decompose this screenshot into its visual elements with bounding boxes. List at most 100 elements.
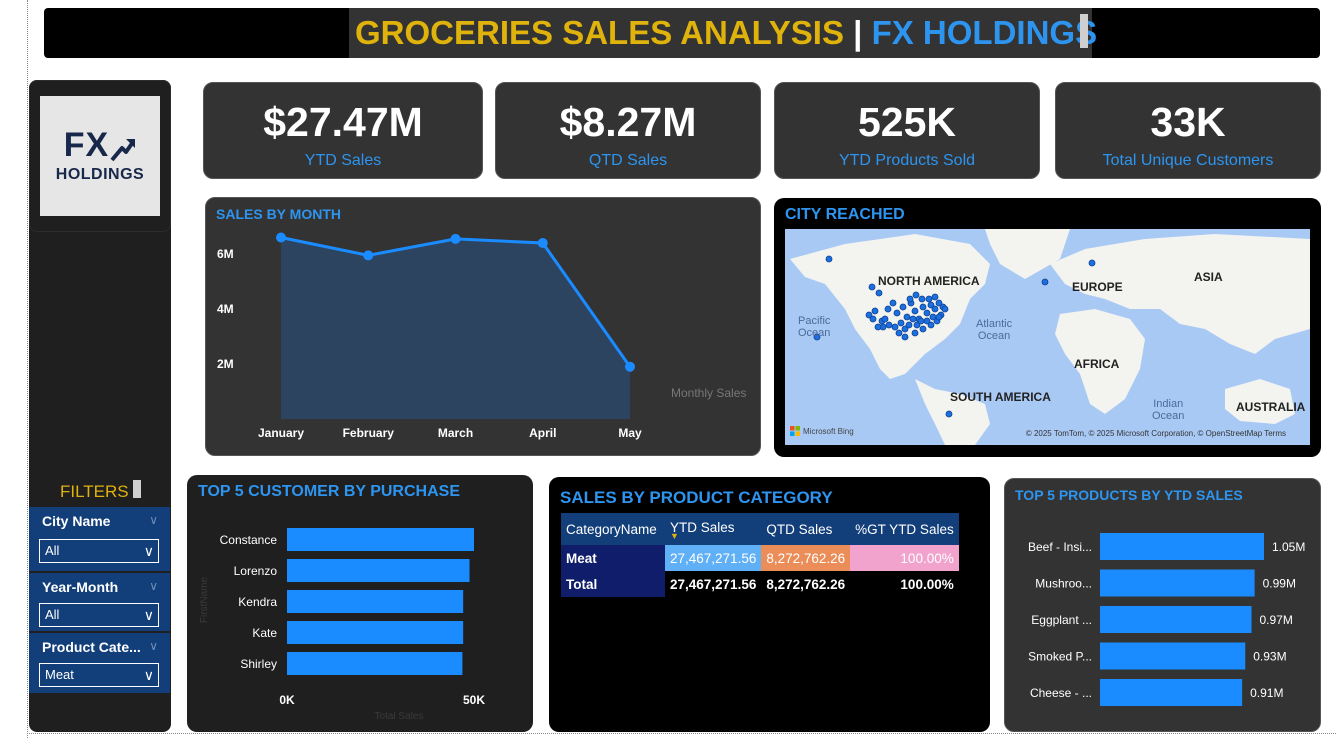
bar[interactable]: [287, 528, 474, 551]
kpi-unique-customers[interactable]: 33K Total Unique Customers: [1055, 82, 1321, 179]
city-point[interactable]: [885, 321, 893, 329]
table-row[interactable]: Meat 27,467,271.56 8,272,762.26 100.00%: [561, 545, 959, 571]
column-header[interactable]: QTD Sales: [761, 513, 851, 545]
city-point[interactable]: [884, 305, 892, 313]
city-name-dropdown[interactable]: All ∨: [39, 539, 159, 563]
bar[interactable]: [1100, 642, 1246, 670]
city-point[interactable]: [927, 321, 935, 329]
top-customers-chart[interactable]: Constance Lorenzo Kendra Kate Shirley 0K 50K To…: [187, 475, 533, 732]
kpi-qtd-sales[interactable]: $8.27M QTD Sales: [495, 82, 761, 179]
sales-by-month-chart[interactable]: January February March April May 2M 4M 6M Monthl…: [205, 197, 761, 456]
city-point[interactable]: [912, 291, 920, 299]
logo-fx: FX: [64, 128, 136, 162]
map-attribution[interactable]: © 2025 TomTom, © 2025 Microsoft Corporat…: [1025, 429, 1286, 438]
city-point[interactable]: [903, 313, 911, 321]
city-point[interactable]: [909, 315, 917, 323]
data-point[interactable]: [537, 238, 548, 248]
city-point[interactable]: [911, 307, 919, 315]
kpi-value: 33K: [1150, 99, 1226, 145]
top-products-chart[interactable]: Beef - Insi... 1.05M Mushroo... 0.99M Eggpla…: [1004, 478, 1321, 732]
bar[interactable]: [1100, 606, 1252, 633]
table-cell: Total: [561, 571, 665, 597]
y-tick-label: 4M: [217, 302, 234, 316]
city-point[interactable]: [931, 305, 939, 313]
kpi-ytd-products-sold[interactable]: 525K YTD Products Sold: [774, 82, 1040, 179]
city-point[interactable]: [919, 303, 927, 311]
city-point[interactable]: [891, 323, 899, 331]
column-header-label: YTD Sales: [670, 519, 735, 535]
city-point[interactable]: [889, 299, 897, 307]
city-point[interactable]: [935, 313, 943, 321]
category-label: Cheese - ...: [1030, 686, 1092, 700]
city-point[interactable]: [899, 303, 907, 311]
category-table[interactable]: CategoryName YTD Sales ▼ QTD Sales %GT Y…: [561, 513, 959, 597]
column-header[interactable]: %GT YTD Sales: [850, 513, 959, 545]
city-point[interactable]: [923, 309, 931, 317]
city-point[interactable]: [893, 309, 901, 317]
city-point[interactable]: [911, 329, 919, 337]
year-month-dropdown[interactable]: All ∨: [39, 603, 159, 627]
x-tick-label: February: [343, 426, 395, 440]
bar[interactable]: [1100, 533, 1264, 560]
city-point[interactable]: [895, 329, 903, 337]
city-point[interactable]: [905, 321, 913, 329]
chevron-down-icon[interactable]: ∨: [149, 513, 158, 527]
city-point[interactable]: [945, 410, 953, 418]
city-point[interactable]: [923, 317, 931, 325]
city-point[interactable]: [865, 311, 873, 319]
category-label: Beef - Insi...: [1028, 540, 1092, 554]
city-point[interactable]: [941, 305, 949, 313]
category-label: Shirley: [240, 657, 277, 671]
city-point[interactable]: [813, 333, 821, 341]
city-point[interactable]: [913, 321, 921, 329]
city-point[interactable]: [927, 301, 935, 309]
city-point[interactable]: [925, 295, 933, 303]
city-point[interactable]: [868, 283, 876, 291]
data-point[interactable]: [625, 361, 635, 372]
map-label-africa: AFRICA: [1074, 357, 1120, 371]
bar[interactable]: [287, 559, 470, 582]
city-point[interactable]: [1041, 278, 1049, 286]
map-label-europe: EUROPE: [1072, 280, 1123, 294]
data-point[interactable]: [276, 232, 286, 243]
kpi-label: Total Unique Customers: [1102, 152, 1274, 169]
sort-desc-icon: ▼: [670, 530, 679, 541]
city-point[interactable]: [875, 289, 883, 297]
microsoft-logo-icon: [790, 426, 800, 436]
data-point[interactable]: [450, 233, 461, 244]
city-point[interactable]: [1088, 259, 1096, 267]
city-map[interactable]: NORTH AMERICA EUROPE ASIA AFRICA SOUTH A…: [785, 229, 1310, 445]
city-point[interactable]: [919, 325, 927, 333]
city-point[interactable]: [931, 293, 939, 301]
city-point[interactable]: [871, 307, 879, 315]
chevron-down-icon[interactable]: ∨: [149, 579, 158, 593]
slicer-label: City Name: [42, 513, 111, 529]
city-point[interactable]: [881, 315, 889, 323]
bar[interactable]: [1100, 679, 1243, 706]
city-point[interactable]: [897, 319, 905, 327]
city-point[interactable]: [901, 325, 909, 333]
column-header-sorted[interactable]: YTD Sales ▼: [665, 513, 762, 545]
city-point[interactable]: [825, 255, 833, 263]
data-point[interactable]: [363, 250, 374, 261]
chevron-down-icon[interactable]: ∨: [149, 639, 158, 653]
page-title: GROCERIES SALES ANALYSIS | FX HOLDINGS: [349, 14, 1097, 52]
top-customers-title: TOP 5 CUSTOMER BY PURCHASE: [198, 483, 460, 500]
city-point[interactable]: [901, 333, 909, 341]
city-point[interactable]: [874, 323, 882, 331]
city-point[interactable]: [935, 299, 943, 307]
area-fill: [281, 237, 630, 419]
x-tick-label: 0K: [279, 693, 295, 707]
city-point[interactable]: [906, 295, 914, 303]
bar[interactable]: [287, 652, 463, 675]
product-category-dropdown[interactable]: Meat ∨: [39, 663, 159, 687]
growth-arrow-icon: [110, 139, 136, 162]
bar[interactable]: [287, 621, 464, 644]
bar[interactable]: [1100, 569, 1255, 597]
bar[interactable]: [287, 590, 464, 613]
city-point[interactable]: [869, 315, 877, 323]
city-point[interactable]: [917, 317, 925, 325]
city-point[interactable]: [918, 295, 926, 303]
kpi-ytd-sales[interactable]: $27.47M YTD Sales: [203, 82, 483, 179]
column-header[interactable]: CategoryName: [561, 513, 665, 545]
